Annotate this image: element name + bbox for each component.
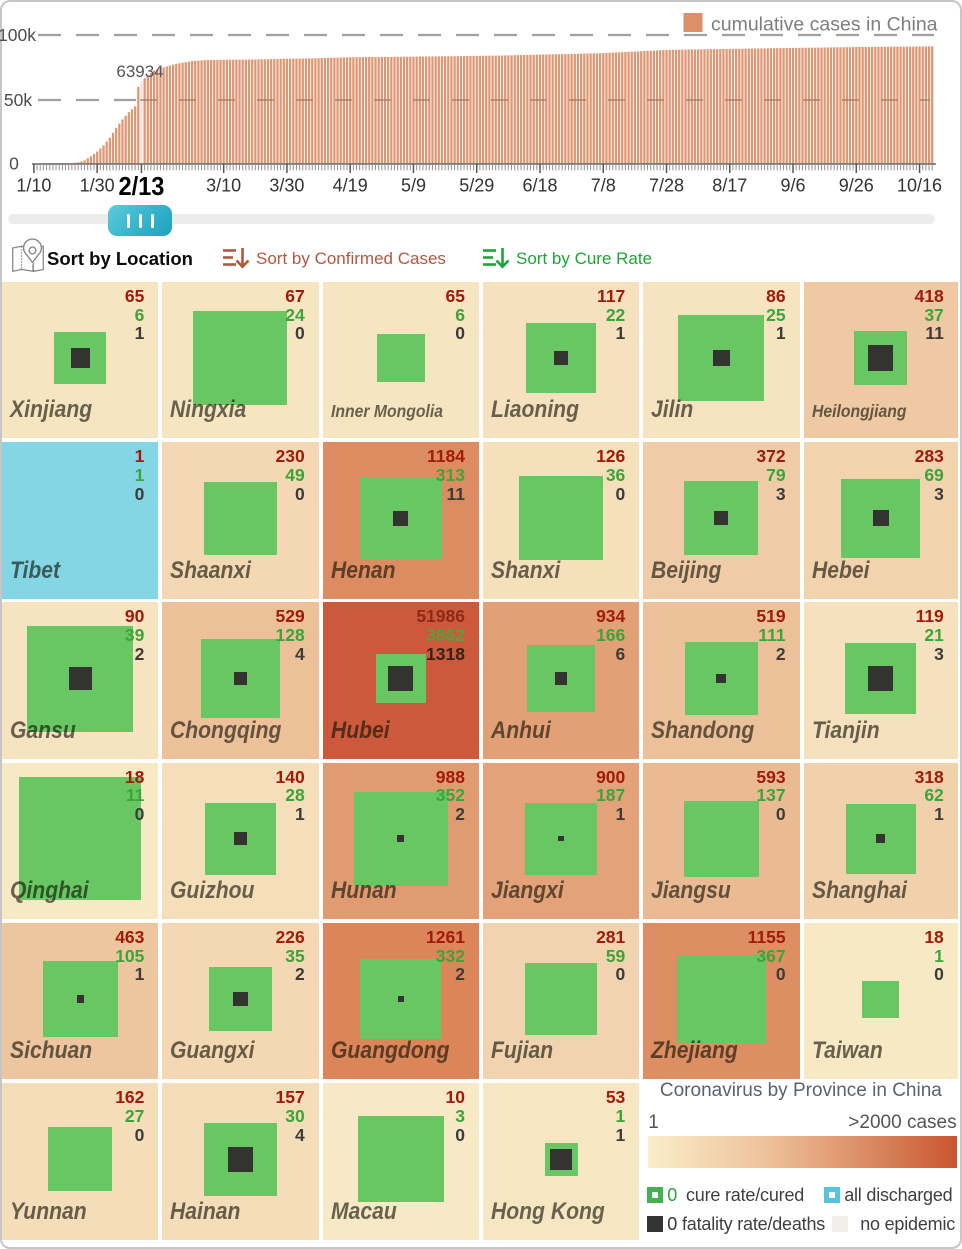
svg-text:10/16: 10/16 xyxy=(897,176,942,196)
svg-text:1/30: 1/30 xyxy=(80,176,115,196)
svg-text:cumulative cases in China: cumulative cases in China xyxy=(711,14,938,36)
svg-text:7/8: 7/8 xyxy=(591,176,616,196)
svg-text:1/10: 1/10 xyxy=(16,176,51,196)
svg-text:6/18: 6/18 xyxy=(522,176,557,196)
svg-text:3/30: 3/30 xyxy=(269,176,304,196)
svg-text:8/17: 8/17 xyxy=(712,176,747,196)
svg-text:2/13: 2/13 xyxy=(118,171,164,200)
svg-text:9/26: 9/26 xyxy=(839,176,874,196)
svg-text:3/10: 3/10 xyxy=(206,176,241,196)
svg-text:7/28: 7/28 xyxy=(649,176,684,196)
svg-text:50k: 50k xyxy=(4,90,32,110)
svg-text:100k: 100k xyxy=(0,25,36,45)
svg-text:63934: 63934 xyxy=(116,62,163,81)
svg-text:0: 0 xyxy=(9,154,19,174)
svg-text:4/19: 4/19 xyxy=(333,176,368,196)
svg-text:5/9: 5/9 xyxy=(401,176,426,196)
svg-text:9/6: 9/6 xyxy=(781,176,806,196)
svg-text:5/29: 5/29 xyxy=(459,176,494,196)
